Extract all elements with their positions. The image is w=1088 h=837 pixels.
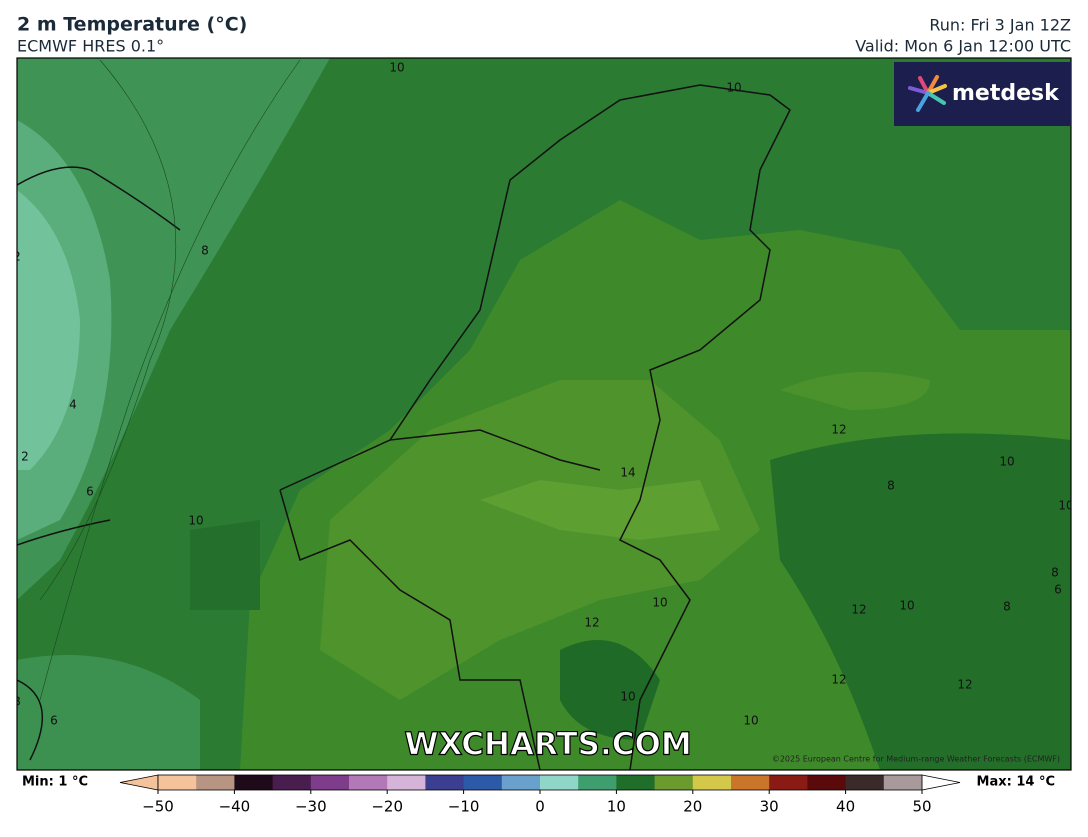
colorbar-segment <box>654 775 694 790</box>
min-label: Min: 1 °C <box>22 775 88 790</box>
colorbar-segment <box>883 775 923 790</box>
contour-label: 10 <box>620 690 635 704</box>
contour-band <box>17 190 80 470</box>
contour-label: 8 <box>201 244 209 258</box>
colorbar-segment <box>501 775 541 790</box>
copyright: ©2025 European Centre for Medium-range W… <box>772 755 1060 764</box>
contour-band <box>190 520 260 610</box>
contour-label: 10 <box>188 514 203 528</box>
isotherm <box>39 59 301 701</box>
subtitle: ECMWF HRES 0.1° <box>17 37 164 56</box>
coastline-border <box>17 84 791 770</box>
colorbar-segment <box>158 775 197 790</box>
colorbar-segment <box>692 775 732 790</box>
contour-label: 10 <box>389 61 404 75</box>
colorbar-segment <box>387 775 426 790</box>
colorbar-segment <box>196 775 235 790</box>
colorbar-end <box>921 774 961 791</box>
colorbar-segment <box>616 775 656 790</box>
contour-label: 10 <box>899 599 914 613</box>
colorbar-tick-label: 50 <box>912 798 931 816</box>
colorbar-segment <box>272 775 312 790</box>
contour-band <box>560 640 660 740</box>
colorbar-segment <box>349 775 388 790</box>
contour-label: 10 <box>652 596 667 610</box>
colorbar-tick-label: −10 <box>448 798 480 816</box>
contour-band <box>17 58 330 600</box>
colorbar-segment <box>769 775 808 790</box>
contour-label: 12 <box>957 678 972 692</box>
contour-label: 8 <box>887 479 895 493</box>
contour-label: 12 <box>831 423 846 437</box>
colorbar-segment <box>807 775 847 790</box>
contour-label: 6 <box>86 485 94 499</box>
contour-band <box>480 480 720 540</box>
contour-label: 10 <box>743 714 758 728</box>
logo-icon <box>908 75 947 112</box>
contour-label: 10 <box>726 81 741 95</box>
contour-label: 8 <box>1051 566 1059 580</box>
contour-label: 14 <box>620 466 635 480</box>
contour-label: 8 <box>1003 600 1011 614</box>
colorbar-tick-label: 0 <box>535 798 545 816</box>
colorbar-tick-label: −50 <box>142 798 174 816</box>
colorbar-segment <box>540 775 579 790</box>
valid: Valid: Mon 6 Jan 12:00 UTC <box>855 37 1071 56</box>
contour-band <box>780 372 930 410</box>
map: 10 10 8 2 4 2 6 10 14 12 10 8 10 10 12 12 10 8 6 8 12 12 10 10 8… <box>13 57 1073 771</box>
contour-label: 6 <box>1054 583 1062 597</box>
colorbar-end <box>119 774 159 791</box>
contour-label: 4 <box>69 398 77 412</box>
colorbar-segment <box>234 775 274 790</box>
colorbar-tick-label: 30 <box>760 798 779 816</box>
contour-label: 2 <box>21 450 29 464</box>
colorbar-segment <box>425 775 465 790</box>
colorbar-tick-label: −20 <box>371 798 403 816</box>
colorbar-tick-label: 20 <box>683 798 702 816</box>
run: Run: Fri 3 Jan 12Z <box>929 16 1071 35</box>
logo-text: metdesk <box>952 81 1060 106</box>
contour-label: 10 <box>999 455 1014 469</box>
colorbar-tick-label: 10 <box>607 798 626 816</box>
colorbar-segment <box>310 775 350 790</box>
contour-label: 12 <box>831 673 846 687</box>
map-frame <box>16 57 1072 771</box>
contour-label: 10 <box>1058 499 1073 513</box>
contour-label: 6 <box>50 714 58 728</box>
colorbar-tick-label: 40 <box>836 798 855 816</box>
colorbar-tick-label: −40 <box>219 798 251 816</box>
colorbar-segment <box>731 775 770 790</box>
contour-band <box>770 433 1071 770</box>
logo-box <box>894 62 1071 126</box>
colorbar-segment <box>463 775 503 790</box>
colorbar: −50 −40 −30 −20 −10 0 10 20 30 40 50 <box>119 774 961 816</box>
title: 2 m Temperature (°C) <box>17 14 247 36</box>
contour-label: 12 <box>851 603 866 617</box>
watermark: WXCHARTS.COM <box>404 727 691 763</box>
contour-label: 12 <box>584 616 599 630</box>
contour-label: 2 <box>13 250 21 264</box>
contour-band <box>17 655 200 770</box>
colorbar-segment <box>845 775 885 790</box>
contour-label: 8 <box>13 695 21 709</box>
colorbar-segment <box>578 775 617 790</box>
colorbar-tick-label: −30 <box>295 798 327 816</box>
max-label: Max: 14 °C <box>977 775 1055 790</box>
